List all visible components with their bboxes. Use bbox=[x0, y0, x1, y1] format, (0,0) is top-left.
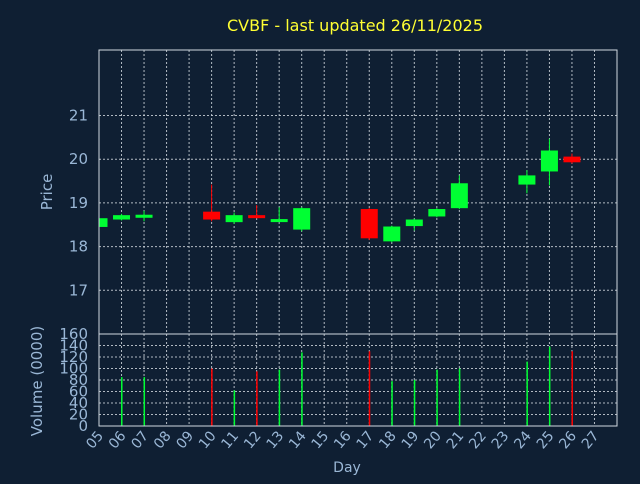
volume-bar bbox=[256, 371, 258, 426]
candle-body bbox=[203, 211, 221, 220]
candlestick bbox=[428, 208, 446, 218]
x-tick-label: 10 bbox=[196, 428, 220, 452]
volume-bar bbox=[526, 361, 528, 426]
candlestick bbox=[450, 175, 468, 210]
volume-bar bbox=[233, 390, 236, 426]
x-tick-label: 08 bbox=[151, 428, 175, 452]
price-tick-label: 19 bbox=[69, 194, 88, 212]
volume-bar bbox=[278, 369, 281, 426]
volume-tick-label: 40 bbox=[69, 394, 88, 412]
volume-axis-label: Volume (0000) bbox=[28, 326, 46, 436]
x-tick-label: 20 bbox=[421, 428, 445, 452]
candlestick bbox=[135, 210, 153, 222]
x-tick-label: 06 bbox=[106, 428, 130, 452]
volume-tick-label: 100 bbox=[59, 360, 88, 378]
price-panel-frame bbox=[98, 49, 618, 335]
x-tick-label: 23 bbox=[489, 428, 513, 452]
candlestick bbox=[293, 207, 311, 232]
volume-tick-label: 60 bbox=[69, 383, 88, 401]
volume-tick-label: 20 bbox=[69, 406, 88, 424]
x-tick-label: 13 bbox=[264, 428, 288, 452]
candlestick bbox=[113, 213, 131, 221]
candlestick bbox=[225, 212, 243, 224]
candlestick bbox=[383, 225, 401, 243]
volume-bar bbox=[571, 351, 573, 426]
candlestick bbox=[270, 207, 288, 223]
candlestick bbox=[98, 218, 108, 227]
candlestick bbox=[360, 208, 378, 241]
candle-body bbox=[270, 219, 288, 223]
x-tick-label: 16 bbox=[331, 428, 355, 452]
candle-body bbox=[563, 156, 581, 163]
volume-bar bbox=[121, 377, 123, 426]
x-tick-label: 18 bbox=[376, 428, 400, 452]
volume-bar bbox=[143, 377, 146, 426]
candle-body bbox=[99, 218, 108, 227]
x-tick-label: 15 bbox=[309, 428, 333, 452]
x-tick-label: 21 bbox=[444, 428, 468, 452]
candlestick bbox=[540, 138, 558, 186]
volume-tick-label: 160 bbox=[59, 325, 88, 343]
volume-tick-label: 140 bbox=[59, 337, 88, 355]
price-tick-label: 20 bbox=[69, 150, 88, 168]
candle-body bbox=[225, 215, 243, 223]
volume-tick-label: 80 bbox=[69, 371, 88, 389]
volume-bar bbox=[548, 346, 551, 426]
x-tick-label: 12 bbox=[241, 428, 265, 452]
candlestick bbox=[248, 205, 266, 219]
candlestick bbox=[563, 153, 581, 164]
x-tick-label: 27 bbox=[579, 428, 603, 452]
price-axis-label: Price bbox=[38, 174, 56, 211]
candle-body bbox=[360, 209, 378, 239]
volume-bar bbox=[458, 368, 461, 426]
candlestick bbox=[518, 170, 536, 194]
volume-bar bbox=[211, 368, 213, 426]
volume-bar bbox=[301, 352, 303, 426]
candle-body bbox=[540, 150, 558, 172]
chart-title: CVBF - last updated 26/11/2025 bbox=[227, 16, 483, 35]
candle-body bbox=[383, 226, 401, 242]
volume-bar bbox=[436, 369, 438, 426]
x-tick-label: 07 bbox=[128, 428, 152, 452]
candle-body bbox=[405, 219, 423, 227]
candlestick bbox=[203, 184, 221, 222]
x-tick-label: 25 bbox=[534, 428, 558, 452]
candle-body bbox=[428, 209, 446, 217]
volume-bar bbox=[368, 351, 371, 426]
volume-bar bbox=[413, 380, 416, 426]
volume-bar bbox=[391, 381, 393, 426]
price-tick-label: 18 bbox=[69, 238, 88, 256]
x-tick-label: 09 bbox=[173, 428, 197, 452]
candle-body bbox=[518, 175, 536, 185]
volume-panel-frame bbox=[98, 333, 618, 427]
candle-body bbox=[450, 183, 468, 209]
x-tick-label: 24 bbox=[511, 428, 535, 452]
candlestick bbox=[405, 218, 423, 231]
x-tick-label: 14 bbox=[286, 428, 310, 452]
candle-body bbox=[293, 208, 311, 230]
x-axis-label: Day bbox=[333, 460, 361, 476]
x-tick-label: 19 bbox=[399, 428, 423, 452]
price-tick-label: 17 bbox=[69, 281, 88, 299]
x-tick-label: 22 bbox=[466, 428, 490, 452]
candle-body bbox=[135, 214, 153, 218]
x-tick-label: 11 bbox=[218, 428, 242, 452]
candle-body bbox=[248, 215, 266, 219]
x-tick-label: 26 bbox=[556, 428, 580, 452]
volume-tick-label: 120 bbox=[59, 348, 88, 366]
price-tick-label: 21 bbox=[69, 107, 88, 125]
candle-body bbox=[113, 215, 131, 220]
volume-tick-label: 0 bbox=[78, 417, 88, 435]
x-tick-label: 17 bbox=[354, 428, 378, 452]
